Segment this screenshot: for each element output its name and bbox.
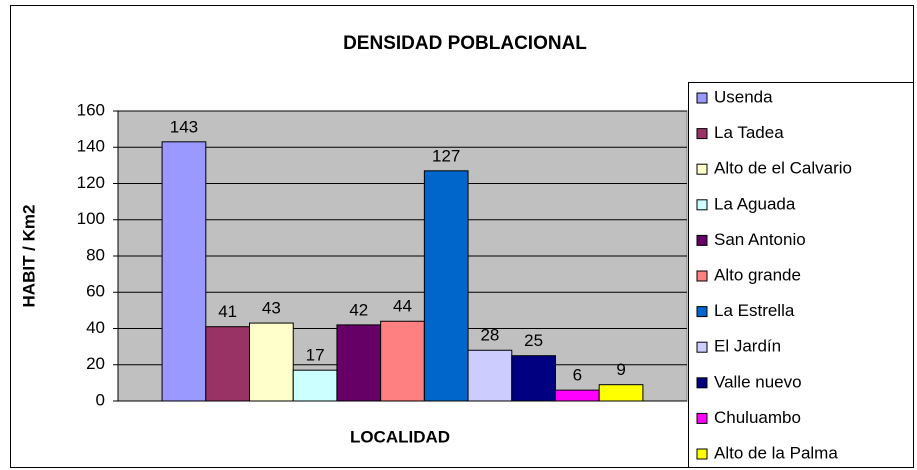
- legend-swatch: [696, 234, 708, 246]
- legend-swatch: [696, 377, 708, 389]
- legend-label: Chuluambo: [714, 408, 801, 427]
- bar: [598, 384, 644, 402]
- y-tick-label: 120: [77, 173, 105, 192]
- legend-label: Alto de el Calvario: [714, 159, 852, 178]
- legend-label: Alto grande: [714, 265, 801, 284]
- legend-label: Usenda: [714, 87, 773, 106]
- data-label: 6: [573, 366, 582, 385]
- bar: [249, 322, 294, 402]
- data-label: 17: [306, 346, 325, 365]
- bar: [336, 324, 382, 402]
- legend-swatch: [696, 412, 708, 424]
- legend-label: La Aguada: [714, 194, 796, 213]
- legend-swatch: [696, 128, 708, 140]
- legend-box: [688, 82, 914, 468]
- x-axis-label: LOCALIDAD: [350, 427, 450, 446]
- bar: [554, 389, 600, 402]
- legend-label: La Estrella: [714, 301, 795, 320]
- bar: [511, 355, 556, 402]
- y-tick-label: 100: [77, 209, 105, 228]
- legend-label: El Jardín: [714, 337, 781, 356]
- bar: [467, 349, 513, 402]
- legend-label: La Tadea: [714, 123, 784, 142]
- bar: [292, 369, 338, 402]
- legend-swatch: [696, 448, 708, 460]
- y-tick-label: 20: [86, 354, 105, 373]
- data-label: 9: [616, 360, 625, 379]
- y-axis-label: HABIT / Km2: [19, 205, 38, 308]
- bar: [161, 141, 207, 402]
- data-label: 25: [524, 331, 543, 350]
- bar: [423, 170, 469, 402]
- y-tick-label: 140: [77, 137, 105, 156]
- data-label: 44: [393, 297, 412, 316]
- data-label: 143: [170, 117, 198, 136]
- data-label: 127: [432, 146, 460, 165]
- y-tick-label: 0: [96, 390, 105, 409]
- bar: [380, 320, 425, 402]
- legend-swatch: [696, 163, 708, 175]
- y-tick-label: 160: [77, 100, 105, 119]
- y-tick-label: 60: [86, 282, 105, 301]
- legend-swatch: [696, 341, 708, 353]
- legend-swatch: [696, 92, 708, 104]
- y-tick-label: 40: [86, 318, 105, 337]
- legend-swatch: [696, 199, 708, 211]
- data-label: 28: [480, 326, 499, 345]
- legend-label: Alto de la Palma: [714, 443, 838, 462]
- chart-title: DENSIDAD POBLACIONAL: [343, 33, 587, 54]
- data-label: 42: [349, 300, 368, 319]
- legend-label: San Antonio: [714, 230, 806, 249]
- data-label: 41: [218, 302, 237, 321]
- bar: [205, 326, 251, 402]
- legend-label: Valle nuevo: [714, 372, 802, 391]
- data-label: 43: [262, 299, 281, 318]
- legend-swatch: [696, 270, 708, 282]
- y-tick-label: 80: [86, 245, 105, 264]
- legend-swatch: [696, 306, 708, 318]
